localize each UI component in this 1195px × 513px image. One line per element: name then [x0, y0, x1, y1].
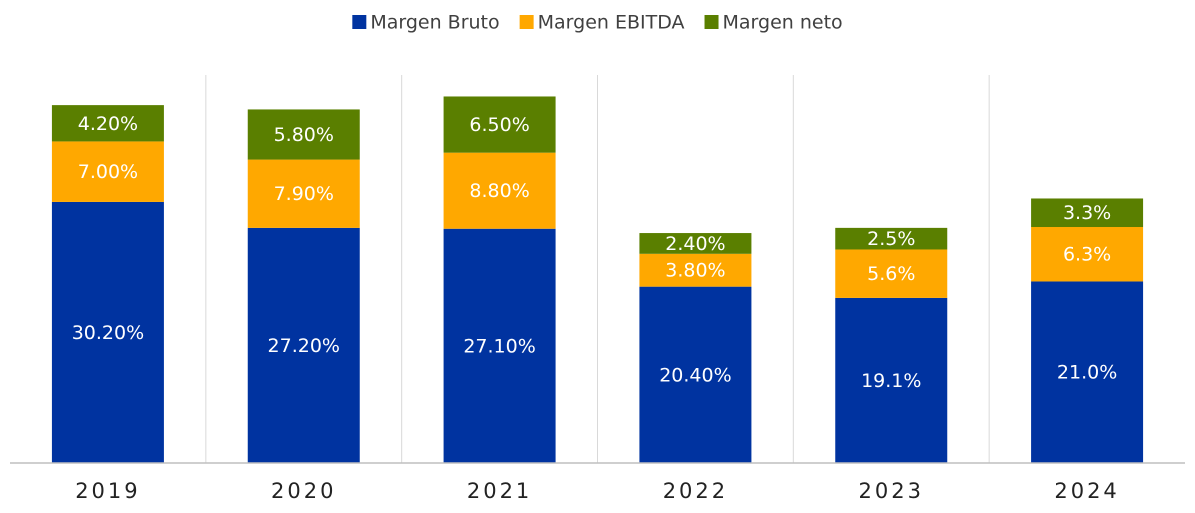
data-label: 19.1% [861, 370, 921, 392]
bar-segment [443, 96, 556, 153]
data-label: 8.80% [469, 180, 529, 202]
bar-segment [1031, 281, 1144, 463]
legend-swatch [704, 15, 719, 29]
bar-segment [639, 253, 752, 287]
bar-segment [443, 228, 556, 463]
data-label: 30.20% [72, 322, 144, 344]
data-label: 21.0% [1057, 362, 1117, 384]
bar-segment [835, 227, 948, 250]
data-label: 20.40% [659, 364, 731, 386]
bar-segment [639, 286, 752, 463]
data-label: 6.3% [1063, 244, 1111, 266]
legend-label: Margen EBITDA [538, 12, 685, 34]
x-tick-label: 2022 [663, 479, 728, 503]
data-label: 3.80% [665, 260, 725, 282]
x-tick-label: 2020 [271, 479, 336, 503]
data-label: 2.5% [867, 228, 915, 250]
bar-segment [51, 105, 164, 142]
bar-segment [1031, 198, 1144, 228]
bar-segment [835, 297, 948, 463]
data-label: 3.3% [1063, 202, 1111, 224]
bar-segment [51, 201, 164, 463]
data-label: 5.80% [274, 124, 334, 146]
legend-swatch [352, 15, 367, 29]
bar-segment [443, 152, 556, 229]
data-label: 27.20% [268, 335, 340, 357]
x-tick-label: 2021 [467, 479, 532, 503]
data-label: 4.20% [78, 113, 138, 135]
bar-segment [1031, 227, 1144, 282]
x-tick-label: 2019 [75, 479, 140, 503]
x-tick-label: 2023 [859, 479, 924, 503]
legend-label: Margen neto [723, 12, 843, 34]
legend-label: Margen Bruto [370, 12, 499, 34]
bar-segment [247, 227, 360, 463]
data-label: 6.50% [469, 114, 529, 136]
bar-segment [51, 141, 164, 202]
bar-segment [247, 159, 360, 228]
data-label: 5.6% [867, 263, 915, 285]
bar-segment [639, 233, 752, 254]
data-label: 7.90% [274, 183, 334, 205]
x-tick-label: 2024 [1054, 479, 1119, 503]
data-label: 27.10% [463, 335, 535, 357]
legend-swatch [519, 15, 534, 29]
bar-segment [247, 109, 360, 160]
data-label: 7.00% [78, 161, 138, 183]
bar-segment [835, 249, 948, 298]
data-label: 2.40% [665, 233, 725, 255]
